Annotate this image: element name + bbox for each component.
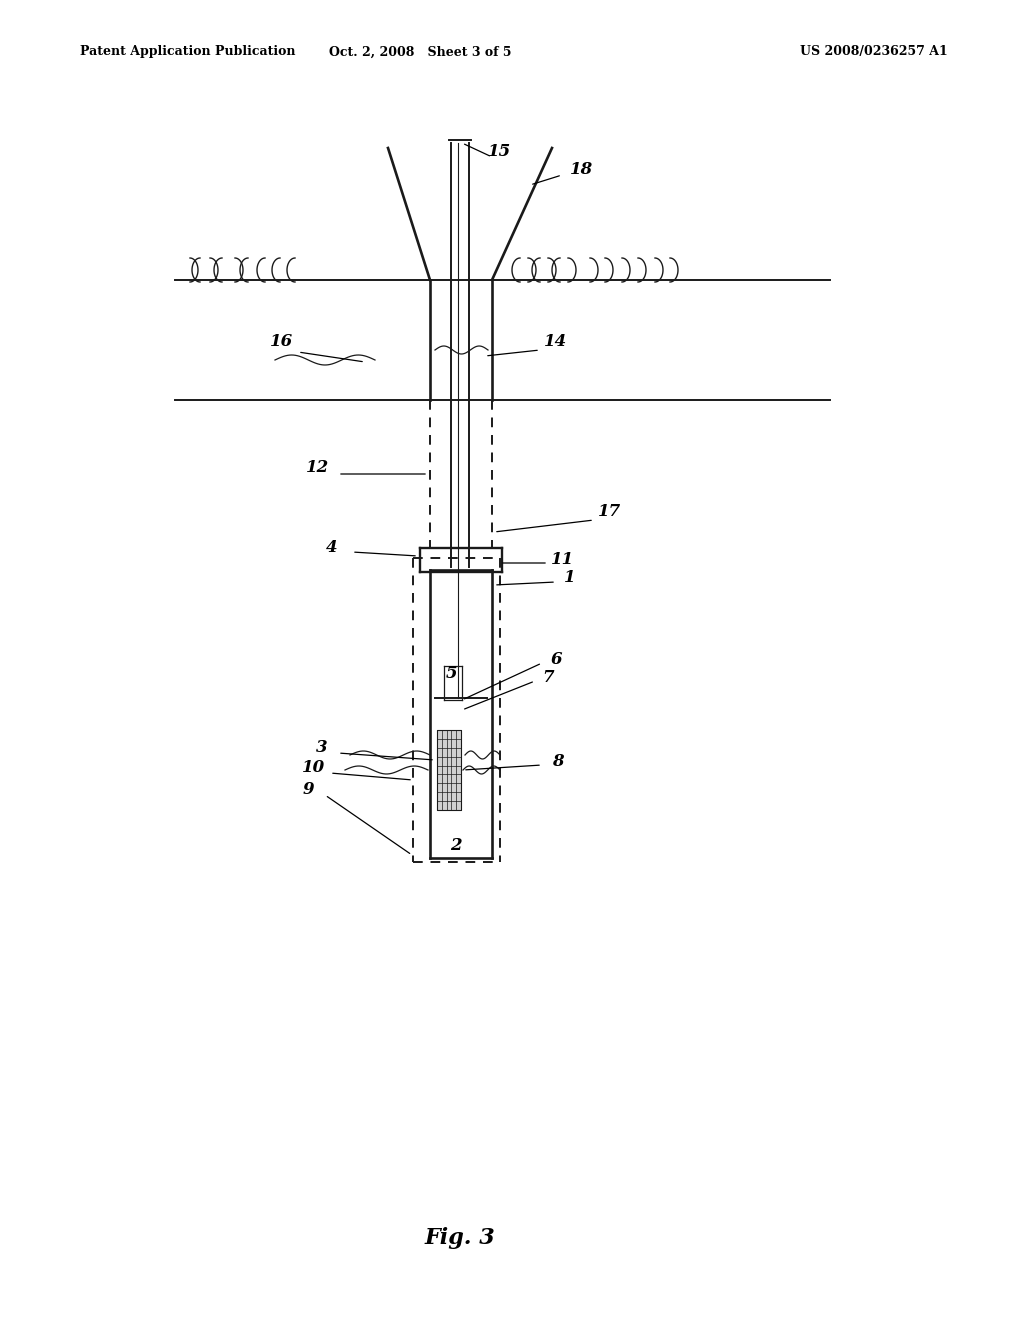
Text: 10: 10: [302, 759, 326, 776]
Text: 14: 14: [545, 334, 567, 351]
Text: 4: 4: [327, 540, 338, 557]
Text: 15: 15: [488, 144, 512, 161]
Text: 7: 7: [542, 669, 554, 686]
Text: Oct. 2, 2008   Sheet 3 of 5: Oct. 2, 2008 Sheet 3 of 5: [329, 45, 511, 58]
Text: 8: 8: [552, 754, 564, 771]
Text: 6: 6: [550, 652, 562, 668]
Text: 3: 3: [316, 739, 328, 756]
Text: US 2008/0236257 A1: US 2008/0236257 A1: [800, 45, 948, 58]
Text: 11: 11: [551, 552, 574, 569]
Text: 2: 2: [451, 837, 462, 854]
Bar: [437, 730, 461, 810]
Text: Patent Application Publication: Patent Application Publication: [80, 45, 296, 58]
Text: Fig. 3: Fig. 3: [425, 1228, 496, 1249]
Text: 17: 17: [598, 503, 622, 520]
Text: 9: 9: [302, 781, 313, 799]
Text: 5: 5: [446, 664, 458, 681]
Text: 12: 12: [306, 459, 330, 477]
Text: 18: 18: [570, 161, 594, 178]
Text: 1: 1: [564, 569, 575, 586]
Text: 16: 16: [270, 334, 294, 351]
